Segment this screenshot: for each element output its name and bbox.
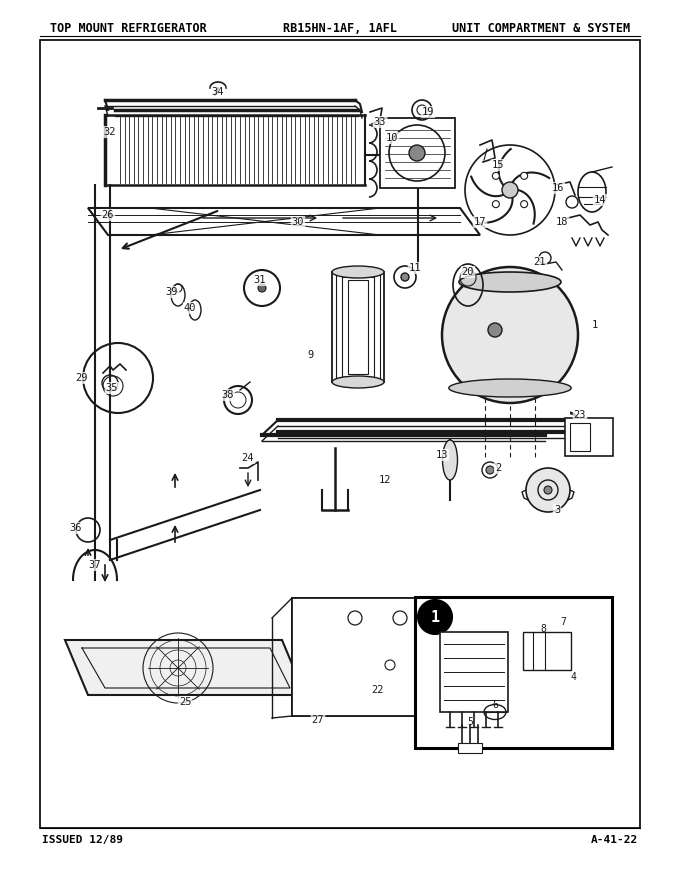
Bar [332, 272, 384, 382]
Text: 39: 39 [166, 287, 178, 297]
Text: 12: 12 [379, 475, 391, 485]
Text: ISSUED 12/89: ISSUED 12/89 [42, 835, 123, 845]
Circle shape [521, 173, 528, 180]
Bar [336, 274, 380, 380]
Bar [570, 423, 590, 451]
Bar [380, 118, 455, 188]
Circle shape [418, 600, 452, 634]
Text: 2: 2 [495, 463, 501, 473]
Bar [458, 743, 482, 753]
Text: 1: 1 [430, 610, 439, 625]
Circle shape [502, 182, 518, 198]
Circle shape [488, 323, 502, 337]
Text: 16: 16 [551, 183, 564, 193]
Text: 1: 1 [592, 320, 598, 330]
Bar [292, 598, 464, 716]
Text: 38: 38 [222, 390, 234, 400]
Text: 6: 6 [492, 700, 498, 710]
Text: A-41-22: A-41-22 [591, 835, 638, 845]
Text: 21: 21 [534, 257, 546, 267]
Text: RB15HN-1AF, 1AFL: RB15HN-1AF, 1AFL [283, 21, 397, 35]
Circle shape [521, 200, 528, 207]
Bar [415, 597, 612, 748]
Bar [523, 632, 571, 670]
Circle shape [486, 466, 494, 474]
Text: 23: 23 [574, 410, 586, 420]
Text: 15: 15 [492, 160, 505, 170]
Text: 36: 36 [70, 523, 82, 533]
Bar [348, 280, 368, 374]
Text: 35: 35 [106, 383, 118, 393]
Text: 7: 7 [560, 617, 566, 627]
Bar [440, 632, 508, 712]
Text: 11: 11 [409, 263, 421, 273]
Text: 40: 40 [184, 303, 197, 313]
Ellipse shape [449, 379, 571, 397]
Text: 3: 3 [554, 505, 560, 515]
Text: 37: 37 [89, 560, 101, 570]
Ellipse shape [332, 376, 384, 388]
Text: 22: 22 [372, 685, 384, 695]
Circle shape [492, 200, 499, 207]
Circle shape [482, 462, 498, 478]
Text: 34: 34 [211, 87, 224, 97]
Circle shape [492, 173, 499, 180]
Text: 13: 13 [436, 450, 448, 460]
Ellipse shape [332, 266, 384, 278]
Text: 18: 18 [556, 217, 568, 227]
Circle shape [258, 284, 266, 292]
Ellipse shape [443, 440, 458, 480]
Text: 31: 31 [254, 275, 267, 285]
Ellipse shape [459, 272, 561, 292]
Bar [40, 40, 640, 828]
Text: 32: 32 [104, 127, 116, 137]
Circle shape [442, 267, 578, 403]
Text: 4: 4 [570, 672, 576, 682]
Bar [565, 418, 613, 456]
Text: 10: 10 [386, 133, 398, 143]
Bar [342, 277, 374, 377]
Text: 9: 9 [307, 350, 313, 360]
Circle shape [544, 486, 552, 494]
Circle shape [401, 273, 409, 281]
Text: 33: 33 [374, 117, 386, 127]
Text: 20: 20 [462, 267, 474, 277]
Text: 26: 26 [102, 210, 114, 220]
Circle shape [526, 468, 570, 512]
Polygon shape [65, 640, 305, 695]
Text: 5: 5 [467, 717, 473, 727]
Text: UNIT COMPARTMENT & SYSTEM: UNIT COMPARTMENT & SYSTEM [452, 21, 630, 35]
Text: 24: 24 [242, 453, 254, 463]
Text: 25: 25 [179, 697, 191, 707]
Text: 19: 19 [422, 107, 435, 117]
Text: 8: 8 [540, 624, 546, 634]
Text: 27: 27 [311, 715, 324, 725]
Circle shape [409, 145, 425, 161]
Text: 14: 14 [594, 195, 607, 205]
Text: 29: 29 [75, 373, 88, 383]
Text: TOP MOUNT REFRIGERATOR: TOP MOUNT REFRIGERATOR [50, 21, 207, 35]
Text: 30: 30 [292, 217, 304, 227]
Text: 17: 17 [474, 217, 486, 227]
